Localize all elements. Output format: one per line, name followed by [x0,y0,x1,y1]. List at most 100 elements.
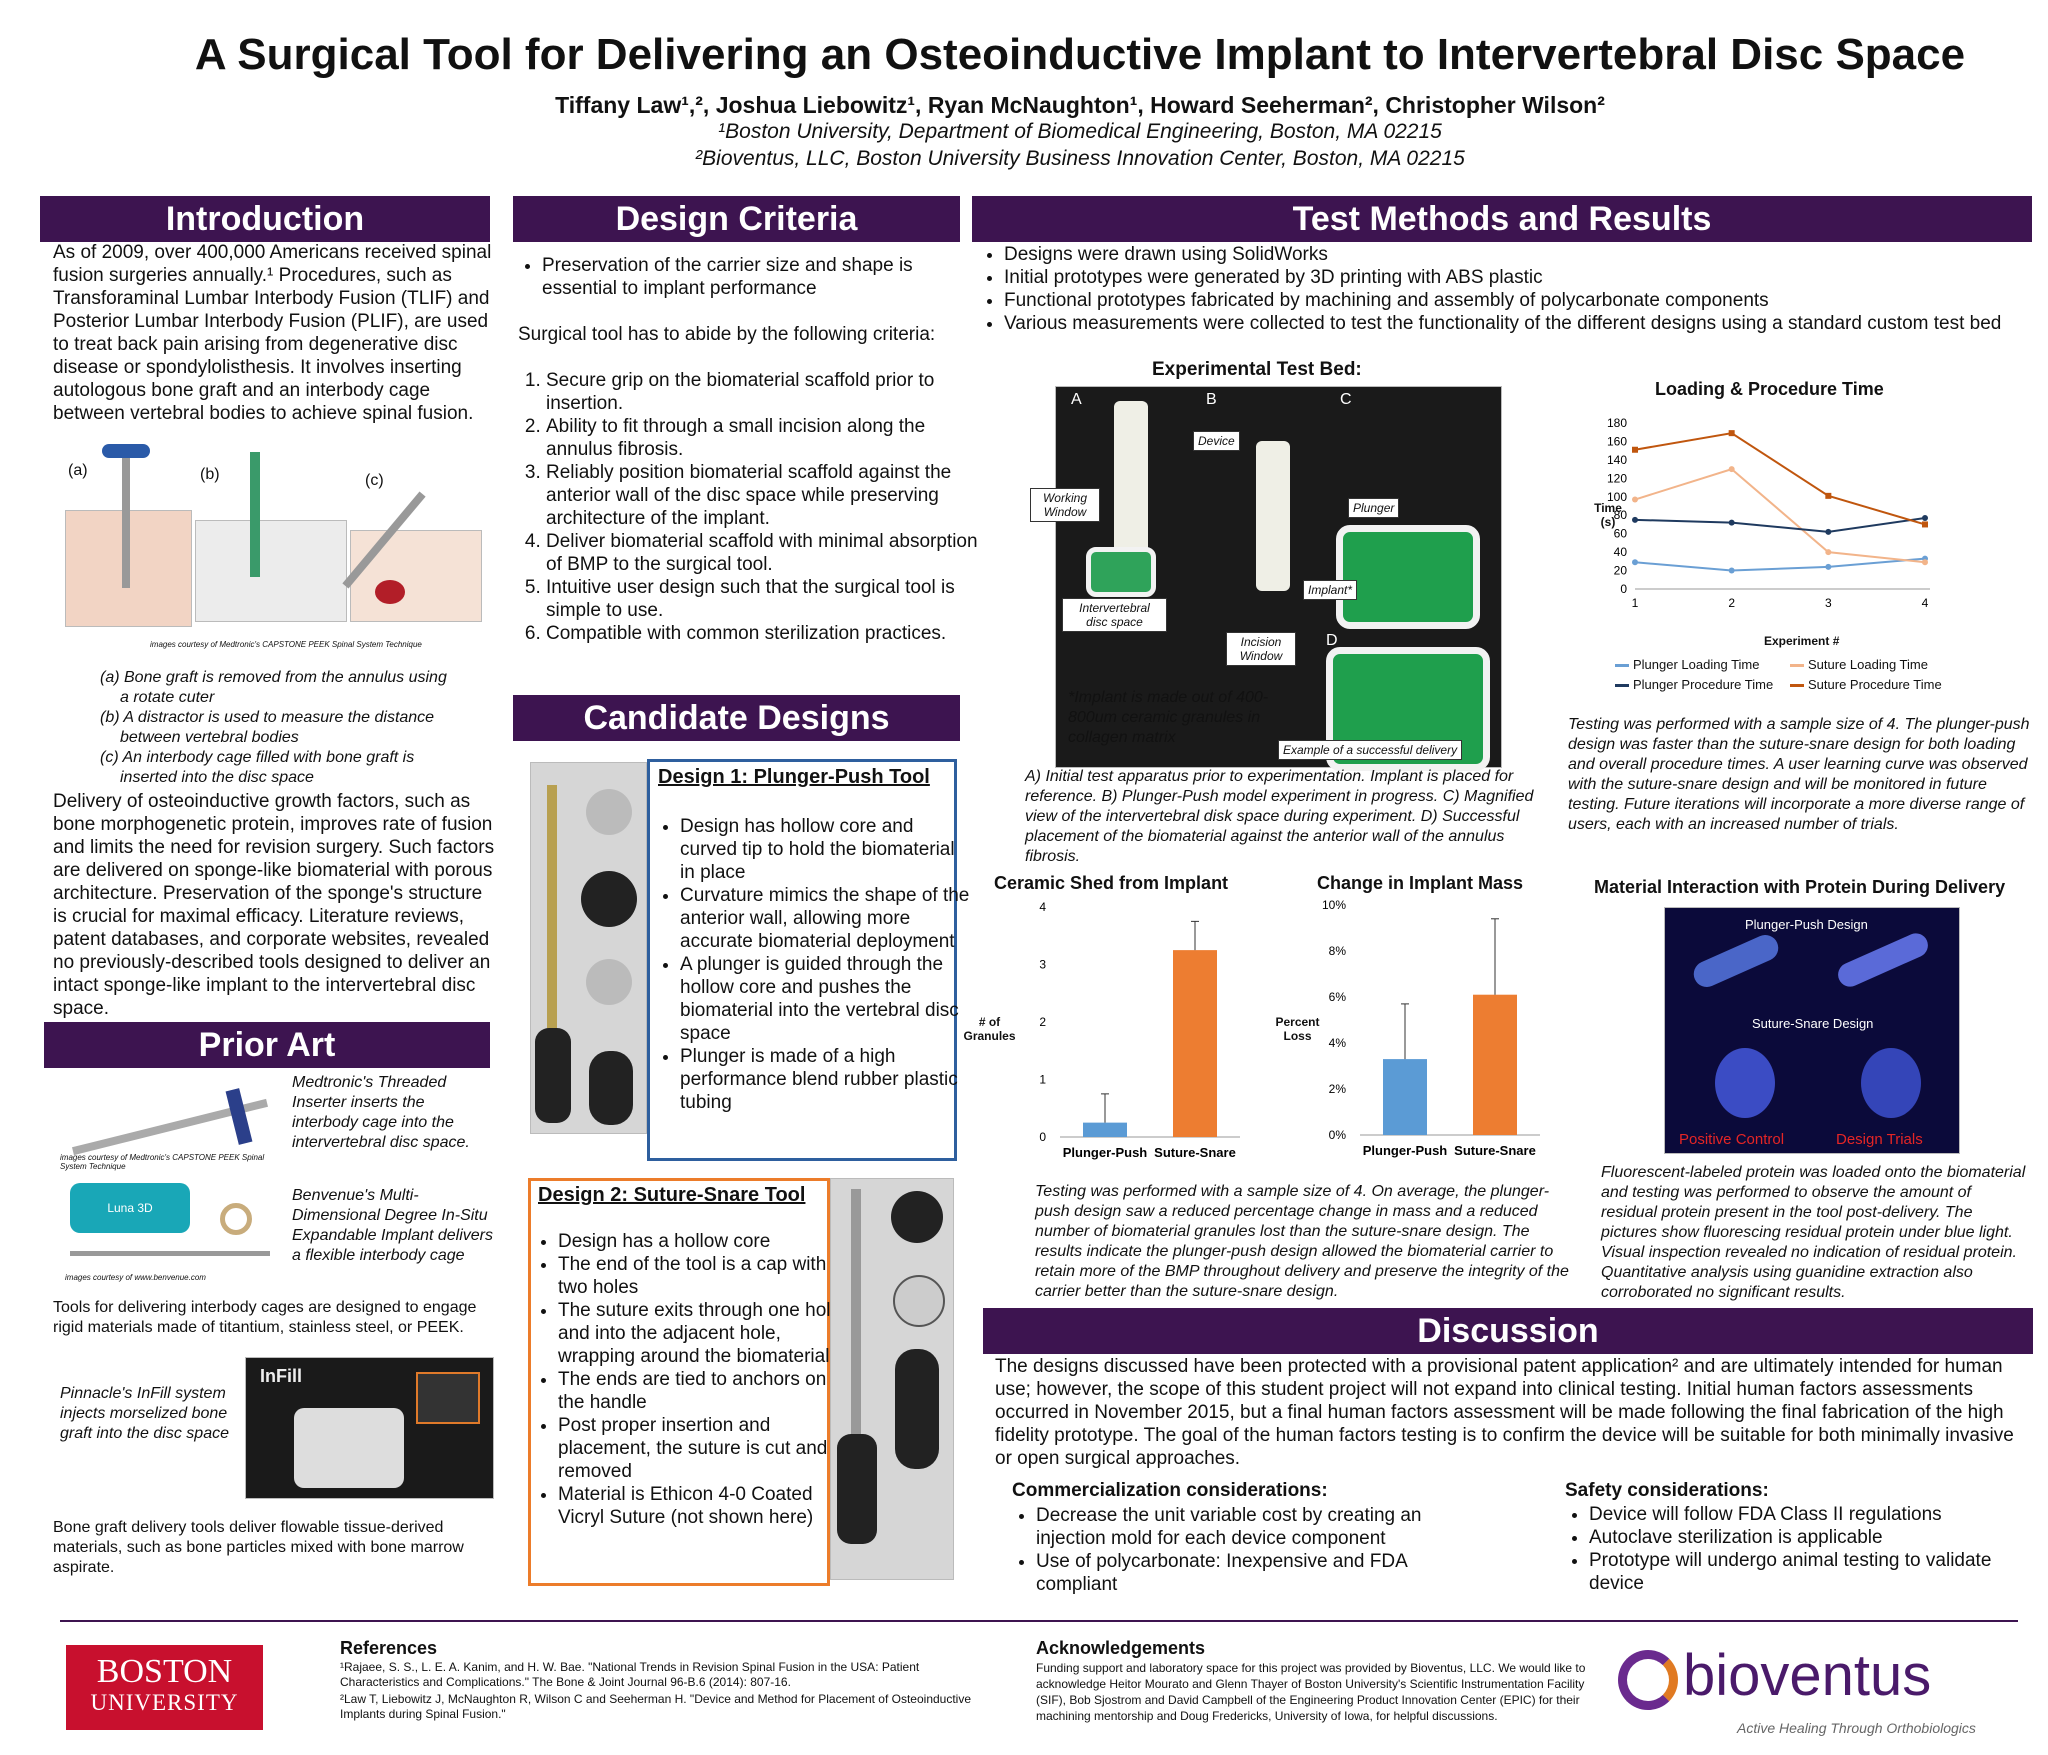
design1-title: Design 1: Plunger-Push Tool [658,766,930,788]
design2-tool-image [830,1178,954,1580]
fig-label-a: (a) [68,462,88,479]
bu-logo-line2: UNIVERSITY [90,1690,239,1715]
disc-a-icon [1086,547,1156,597]
success-label: Example of a successful delivery [1278,740,1463,760]
safety-item: Prototype will undergo animal testing to… [1589,1549,2009,1595]
panel-label-b: B [1206,391,1217,408]
test-bullet: Functional prototypes fabricated by mach… [1004,289,2048,312]
legend-swatch [1790,684,1804,688]
d2-cap-icon-2 [893,1275,945,1327]
legend-label: Suture Procedure Time [1808,677,1942,692]
working-window-label: Working Window [1030,488,1100,522]
bars-caption: Testing was performed with a sample size… [1035,1183,1569,1300]
data-point [1728,519,1735,526]
data-point [1728,466,1735,473]
bar-plunger-push [1083,1122,1127,1137]
d2-handle-icon [837,1434,877,1544]
tool-a-icon [122,448,130,588]
data-point [1632,496,1638,503]
series-line-3 [1634,432,1926,526]
test-bullet: Initial prototypes were generated by 3D … [1004,266,2048,289]
footer-rule [60,1620,2018,1622]
panel-label-a: A [1071,391,1082,408]
data-point [1922,521,1928,528]
legend-label: Plunger Loading Time [1633,657,1760,672]
test-bullet: Various measurements were collected to t… [1004,312,2048,335]
ceramic-shed-chart: 0 1 2 3 4 Plunger-Push Suture-Snare [1039,900,1240,1160]
data-point [1825,528,1832,535]
y-tick-label: 160 [1607,434,1627,448]
bioventus-logo-icon [1618,1650,1678,1710]
y-tick-label: 60 [1614,527,1628,541]
test-methods-header: Test Methods and Results [972,196,2032,242]
data-point [1922,514,1928,521]
test-bullet: Designs were drawn using SolidWorks [1004,243,2048,266]
y-tick-label: 2% [1329,1082,1347,1096]
incision-label: Incision Window [1226,632,1296,666]
caption-c: (c) An interbody cage filled with bone g… [100,749,415,786]
x-category-label: Suture-Snare [1154,1145,1236,1160]
tool-a-handle-icon [102,444,150,458]
legend-entry: Suture Loading Time [1790,655,1965,675]
design1-box [647,759,957,1161]
vertebra-icon [294,1408,404,1488]
y-tick-label: 6% [1329,990,1347,1004]
tool-b-icon [250,452,260,577]
commercialization-list: Decrease the unit variable cost by creat… [1012,1504,1476,1596]
infill-logo: InFill [260,1366,302,1386]
fig-label-b: (b) [200,466,220,483]
series-line-0 [1634,557,1926,572]
data-point [1922,559,1928,566]
poster-title: A Surgical Tool for Delivering an Osteoi… [194,30,1966,79]
series-line-1 [1634,467,1926,564]
pp-tube-icon-1 [1689,930,1783,992]
discussion-paragraph: The designs discussed have been protecte… [995,1356,2014,1469]
d2-bulb-icon [895,1349,939,1469]
caption-a: (a) Bone graft is removed from the annul… [100,669,447,706]
design1-list: Design has hollow core and curved tip to… [656,815,970,1114]
d1-cap-icon-1 [586,789,632,835]
device-label: Device [1193,431,1240,451]
legend-entry: Plunger Procedure Time [1615,675,1790,695]
intro-paragraph-1: As of 2009, over 400,000 Americans recei… [53,242,492,424]
disc-c-icon [1336,525,1480,629]
test-bullets: Designs were drawn using SolidWorks Init… [980,243,2048,335]
safety-title: Safety considerations: [1565,1480,1769,1501]
protein-title: Material Interaction with Protein During… [1594,877,2006,897]
x-tick-label: 3 [1825,596,1832,610]
medtronic-credit: images courtesy of Medtronic's CAPSTONE … [60,1153,265,1171]
ss-cap-icon-1 [1715,1048,1775,1118]
x-tick-label: 4 [1922,596,1929,610]
d1-bulb-icon [589,1051,633,1125]
fixture-b-icon [1256,441,1290,591]
design2-item: Post proper insertion and placement, the… [558,1414,848,1483]
legend-entry: Suture Procedure Time [1790,675,1965,695]
implant-note: *Implant is made out of 400-800um cerami… [1068,689,1269,746]
test-bed-caption: A) Initial test apparatus prior to exper… [1025,768,1534,865]
plunger-label: Plunger [1348,498,1400,518]
data-point [1825,549,1832,556]
panel-label-d: D [1326,632,1338,649]
cages-text: Tools for delivering interbody cages are… [53,1299,477,1336]
d2-shaft-icon [851,1189,861,1439]
pp-design-label: Plunger-Push Design [1745,917,1868,932]
design2-item: The suture exits through one hole and in… [558,1299,848,1368]
design2-item: The end of the tool is a cap with two ho… [558,1253,848,1299]
implant-label: Implant* [1303,580,1358,600]
y-tick-label: 180 [1607,416,1627,430]
prior-art-header: Prior Art [44,1022,490,1068]
bu-logo: BOSTON UNIVERSITY [66,1645,263,1730]
y-tick-label: 120 [1607,471,1627,485]
d1-handle-icon [535,1028,571,1123]
acknowledgements-text: Funding support and laboratory space for… [1036,1661,1586,1723]
distractor-illustration-b [195,520,347,622]
infill-inset-icon [416,1372,480,1424]
d1-cap-icon-3 [586,959,632,1005]
line-chart-ylabel: Time (s) [1594,501,1622,529]
legend-label: Plunger Procedure Time [1633,677,1774,692]
pp-tube-icon-2 [1834,929,1932,991]
y-tick-label: 10% [1322,898,1346,912]
line-chart-title: Loading & Procedure Time [1655,379,1884,399]
x-category-label: Plunger-Push [1363,1143,1448,1158]
inserter-handle-icon [225,1088,253,1145]
